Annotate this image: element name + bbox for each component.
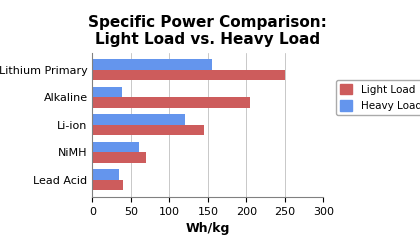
- Bar: [92, 97, 250, 108]
- Legend: Light Load, Heavy Load: Light Load, Heavy Load: [336, 80, 420, 115]
- Bar: [92, 142, 139, 152]
- Bar: [92, 180, 123, 190]
- Bar: [92, 87, 122, 97]
- Bar: [92, 114, 185, 125]
- Bar: [92, 70, 285, 80]
- Bar: [92, 152, 146, 163]
- Title: Specific Power Comparison:
Light Load vs. Heavy Load: Specific Power Comparison: Light Load vs…: [89, 15, 327, 48]
- Bar: [92, 59, 212, 70]
- Bar: [92, 125, 204, 135]
- Bar: [92, 169, 119, 180]
- X-axis label: Wh/kg: Wh/kg: [186, 222, 230, 235]
